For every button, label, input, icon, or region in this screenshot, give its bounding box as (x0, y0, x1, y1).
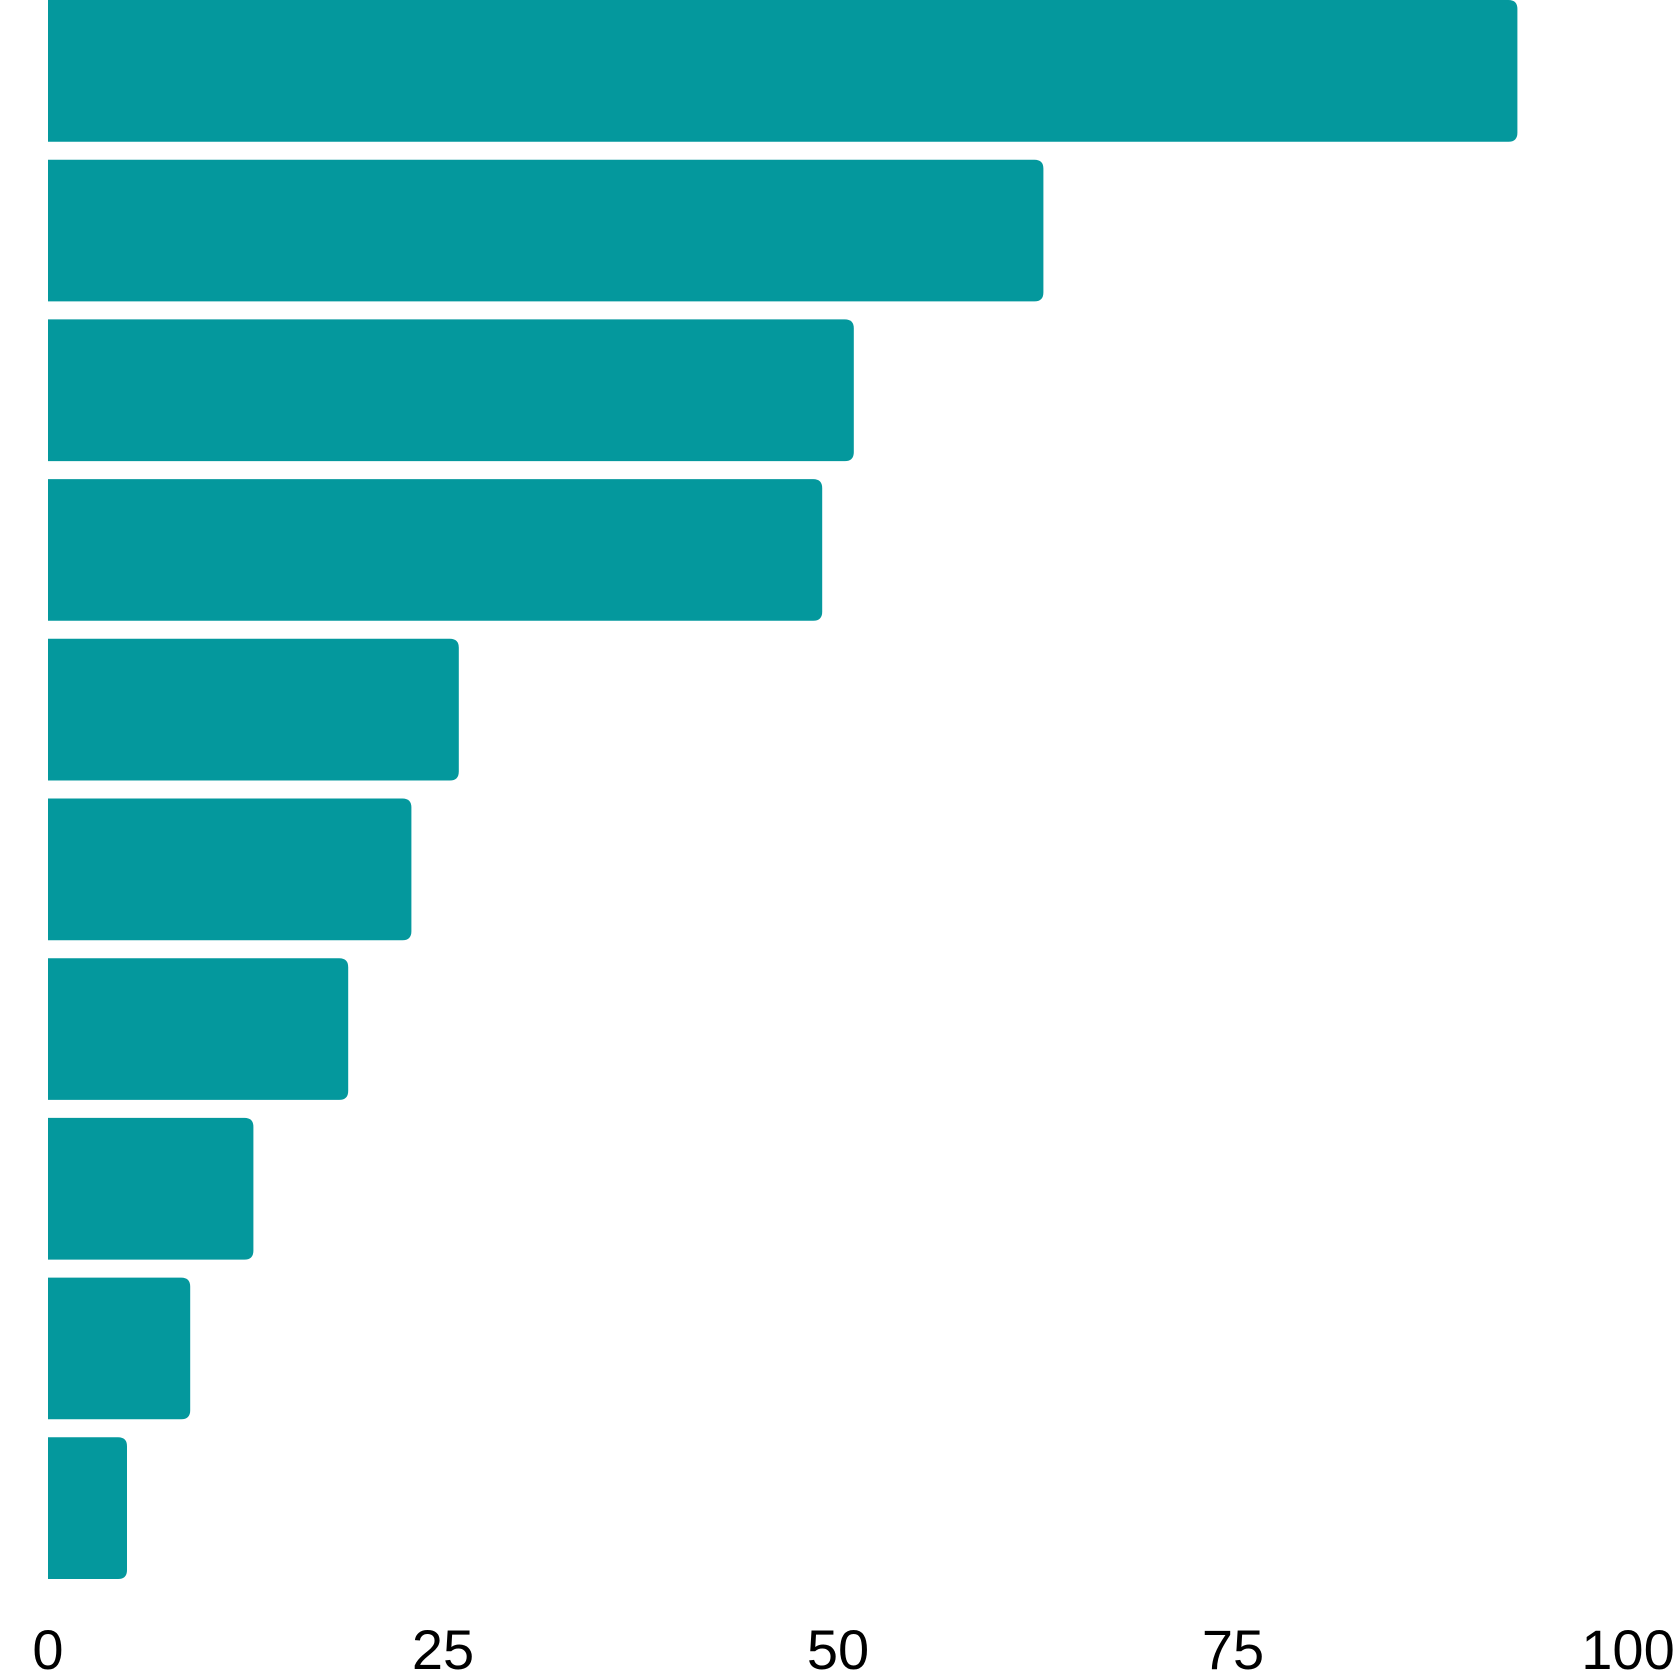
bar (48, 0, 1518, 142)
bar (48, 1277, 191, 1420)
x-axis: 0 25 50 75 100 (32, 1618, 1674, 1680)
bar (48, 159, 1044, 302)
bar (48, 958, 349, 1100)
x-tick-label: 25 (412, 1618, 474, 1680)
x-tick-label: 50 (807, 1618, 869, 1680)
bar (48, 798, 412, 941)
x-tick-label: 75 (1202, 1618, 1264, 1680)
bars (48, 0, 1518, 1579)
bar (48, 319, 854, 462)
x-tick-label: 100 (1581, 1618, 1674, 1680)
bar (48, 479, 823, 621)
bar (48, 1437, 127, 1579)
bar (48, 638, 459, 781)
bar (48, 1117, 254, 1260)
x-tick-label: 0 (32, 1618, 63, 1680)
